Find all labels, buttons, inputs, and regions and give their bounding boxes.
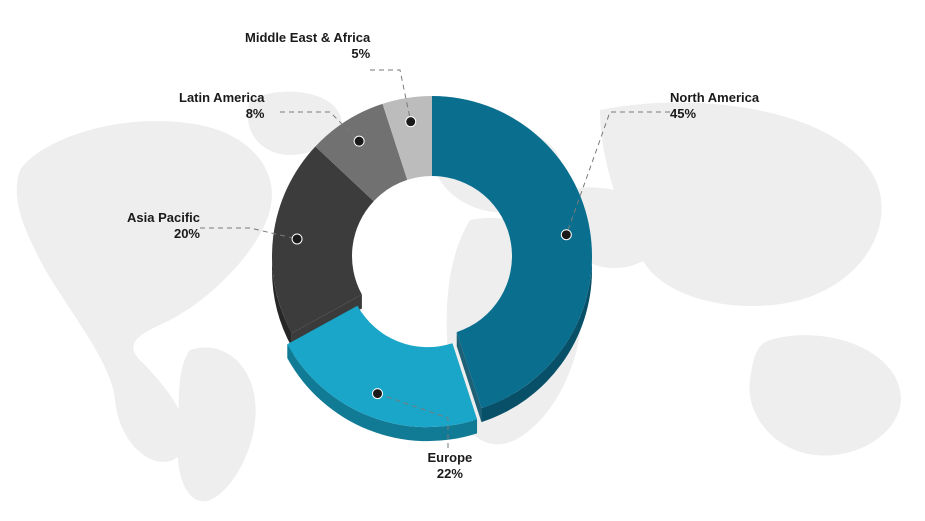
marker-asia-pacific (292, 234, 302, 244)
marker-north-america (561, 230, 571, 240)
label-name: Latin America (179, 90, 265, 105)
marker-middle-east-africa (406, 117, 416, 127)
marker-europe (373, 389, 383, 399)
label-north-america: North America45% (670, 90, 759, 123)
label-asia-pacific: Asia Pacific20% (127, 210, 200, 243)
label-percent: 45% (670, 106, 759, 122)
label-latin-america: Latin America8% (179, 90, 265, 123)
label-percent: 5% (245, 46, 370, 62)
label-percent: 8% (179, 106, 265, 122)
label-middle-east-africa: Middle East & Africa5% (245, 30, 370, 63)
label-percent: 20% (127, 226, 200, 242)
label-percent: 22% (428, 466, 473, 482)
label-name: Middle East & Africa (245, 30, 370, 45)
label-europe: Europe22% (428, 450, 473, 483)
label-name: Europe (428, 450, 473, 465)
marker-latin-america (354, 136, 364, 146)
donut-chart (0, 0, 925, 521)
label-name: North America (670, 90, 759, 105)
label-name: Asia Pacific (127, 210, 200, 225)
